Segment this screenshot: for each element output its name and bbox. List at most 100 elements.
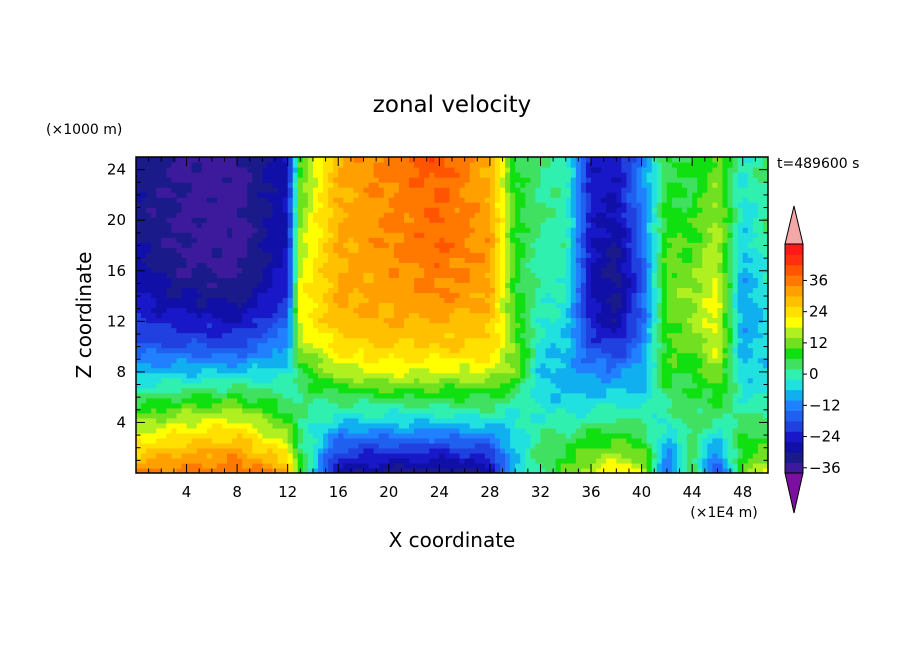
- heatmap-cell: [358, 392, 365, 399]
- heatmap-cell: [146, 412, 152, 419]
- heatmap-cell: [449, 252, 456, 258]
- heatmap-cell: [252, 452, 258, 459]
- heatmap-cell: [510, 432, 516, 439]
- heatmap-cell: [151, 337, 157, 344]
- heatmap-cell: [227, 442, 233, 449]
- heatmap-cell: [141, 207, 147, 213]
- heatmap-cell: [282, 312, 289, 319]
- heatmap-cell: [302, 232, 309, 238]
- heatmap-cell: [328, 367, 334, 374]
- heatmap-cell: [409, 202, 415, 208]
- heatmap-cell: [146, 342, 152, 349]
- heatmap-cell: [338, 337, 344, 344]
- heatmap-cell: [469, 187, 476, 193]
- heatmap-cell: [353, 312, 360, 319]
- heatmap-cell: [424, 257, 430, 263]
- heatmap-cell: [469, 207, 476, 213]
- heatmap-cell: [282, 162, 289, 168]
- heatmap-cell: [221, 452, 228, 459]
- heatmap-cell: [156, 332, 162, 339]
- heatmap-cell: [136, 197, 142, 203]
- heatmap-cell: [363, 317, 370, 324]
- heatmap-cell: [267, 257, 274, 263]
- heatmap-cell: [353, 237, 360, 243]
- heatmap-cell: [287, 337, 294, 344]
- heatmap-cell: [515, 227, 521, 233]
- heatmap-cell: [196, 447, 203, 454]
- heatmap-cell: [510, 197, 516, 203]
- heatmap-cell: [419, 257, 425, 263]
- heatmap-cell: [287, 272, 294, 278]
- heatmap-cell: [171, 457, 178, 464]
- heatmap-cell: [201, 427, 208, 434]
- heatmap-cell: [449, 182, 456, 188]
- heatmap-cell: [494, 177, 501, 183]
- heatmap-cell: [232, 377, 238, 384]
- heatmap-cell: [358, 387, 365, 394]
- heatmap-cell: [333, 397, 339, 404]
- heatmap-cell: [444, 322, 451, 329]
- heatmap-cell: [216, 447, 223, 454]
- heatmap-cell: [505, 317, 511, 324]
- heatmap-cell: [262, 407, 269, 414]
- heatmap-cell: [191, 177, 198, 183]
- heatmap-cell: [383, 312, 390, 319]
- heatmap-cell: [338, 292, 344, 299]
- heatmap-cell: [227, 217, 233, 223]
- heatmap-cell: [287, 227, 294, 233]
- heatmap-cell: [232, 247, 238, 253]
- heatmap-cell: [186, 447, 193, 454]
- heatmap-cell: [378, 442, 385, 449]
- heatmap-cell: [252, 357, 258, 364]
- heatmap-cell: [227, 247, 233, 253]
- heatmap-cell: [328, 177, 334, 183]
- heatmap-cell: [141, 362, 147, 369]
- heatmap-cell: [449, 237, 456, 243]
- heatmap-cell: [373, 417, 380, 424]
- heatmap-cell: [161, 177, 167, 183]
- heatmap-cell: [484, 242, 491, 248]
- heatmap-cell: [530, 267, 537, 273]
- heatmap-cell: [398, 262, 405, 268]
- heatmap-cell: [151, 317, 157, 324]
- heatmap-cell: [515, 467, 521, 473]
- heatmap-cell: [232, 357, 238, 364]
- heatmap-cell: [186, 287, 193, 294]
- heatmap-cell: [363, 382, 370, 389]
- heatmap-cell: [232, 202, 238, 208]
- heatmap-cell: [166, 382, 172, 389]
- heatmap-cell: [353, 192, 360, 198]
- heatmap-cell: [227, 427, 233, 434]
- heatmap-cell: [151, 267, 157, 273]
- heatmap-cell: [474, 182, 481, 188]
- heatmap-cell: [171, 397, 178, 404]
- heatmap-cell: [393, 402, 400, 409]
- heatmap-cell: [297, 437, 304, 444]
- heatmap-cell: [216, 302, 223, 309]
- heatmap-cell: [530, 352, 537, 359]
- heatmap-cell: [146, 362, 152, 369]
- heatmap-cell: [302, 452, 309, 459]
- heatmap-cell: [262, 327, 269, 334]
- heatmap-cell: [318, 432, 324, 439]
- heatmap-cell: [520, 327, 526, 334]
- heatmap-cell: [398, 267, 405, 273]
- heatmap-cell: [141, 302, 147, 309]
- heatmap-cell: [424, 312, 430, 319]
- heatmap-cell: [257, 247, 263, 253]
- heatmap-cell: [262, 362, 269, 369]
- heatmap-cell: [318, 457, 324, 464]
- heatmap-cell: [353, 282, 360, 289]
- heatmap-cell: [211, 282, 218, 289]
- heatmap-cell: [459, 247, 466, 253]
- heatmap-cell: [439, 462, 446, 469]
- heatmap-cell: [525, 352, 531, 359]
- heatmap-cell: [216, 202, 223, 208]
- heatmap-cell: [343, 342, 349, 349]
- heatmap-cell: [525, 382, 531, 389]
- heatmap-cell: [151, 417, 157, 424]
- heatmap-cell: [206, 207, 213, 213]
- heatmap-cell: [221, 192, 228, 198]
- heatmap-cell: [151, 302, 157, 309]
- heatmap-cell: [378, 172, 385, 178]
